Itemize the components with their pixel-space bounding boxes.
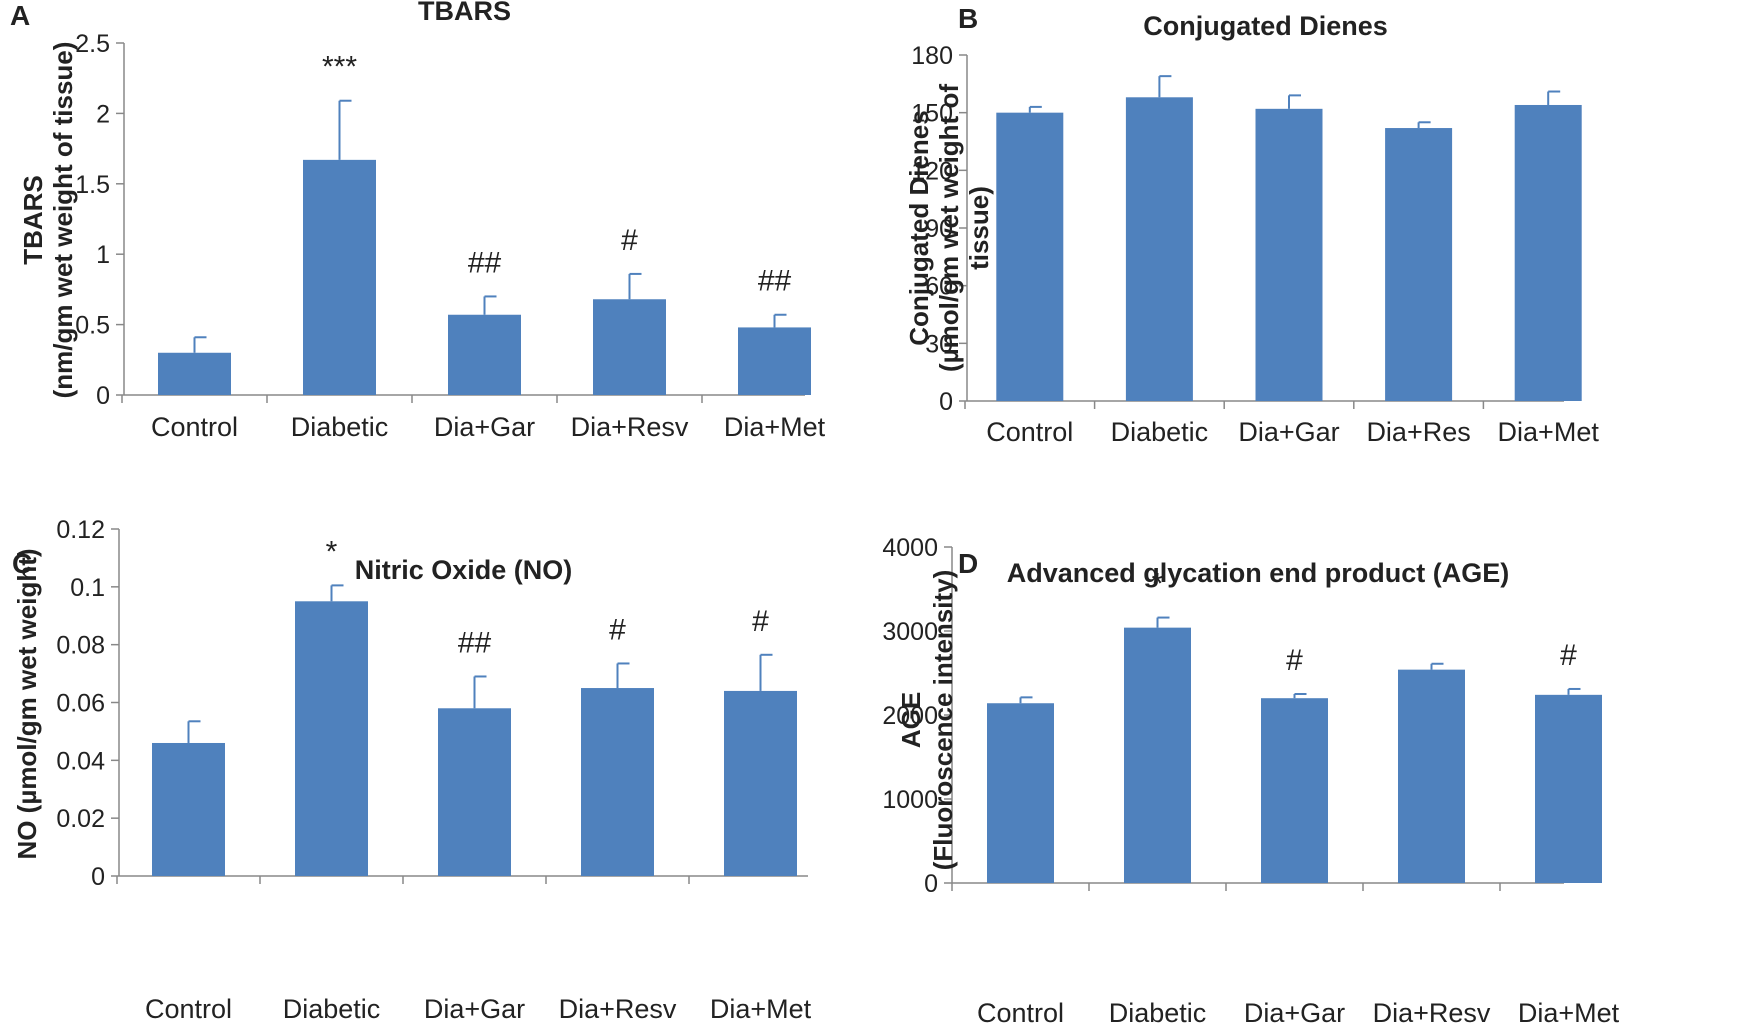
- y-tick-label: 0: [924, 870, 938, 898]
- significance-marker: *: [1152, 568, 1164, 601]
- panel-letter: C: [12, 548, 32, 579]
- y-tick-label: 2: [96, 100, 110, 128]
- bar-dia-met: [724, 690, 797, 876]
- bar-diabetic: [303, 159, 376, 395]
- panel-a: A TBARS 0 0.5 1 1.5 2 2.5 Control *** Diabetic ## Di…: [10, 0, 826, 442]
- category-label: Diabetic: [283, 994, 381, 1024]
- y-tick-label: 120: [911, 157, 953, 185]
- category-label: Diabetic: [291, 412, 389, 442]
- significance-marker: ##: [458, 626, 492, 659]
- y-tick-label: 2.5: [75, 30, 110, 58]
- bar-dia-gar: [1261, 698, 1328, 883]
- y-tick-label: 0.06: [56, 690, 105, 718]
- significance-marker: ##: [758, 265, 792, 298]
- category-label: Dia+Met: [710, 994, 812, 1024]
- y-tick-label: 60: [925, 273, 953, 301]
- bar-control: [158, 352, 231, 395]
- y-tick-label: 0.08: [56, 632, 105, 660]
- y-tick-label: 30: [925, 330, 953, 358]
- y-tick-label: 90: [925, 215, 953, 243]
- significance-marker: ##: [468, 246, 502, 279]
- category-label: Control: [145, 994, 232, 1024]
- y-tick-label: 1000: [882, 786, 938, 814]
- significance-marker: *: [326, 535, 338, 568]
- category-label: Dia+Resv: [571, 412, 689, 442]
- bar-dia-met: [738, 327, 811, 395]
- y-tick-label: 1.5: [75, 171, 110, 199]
- panel-d: D Advanced glycation end product (AGE) 0 10…: [882, 534, 1619, 1027]
- bar-dia-res: [1385, 128, 1453, 402]
- y-tick-label: 0: [91, 863, 105, 891]
- category-label: Dia+Gar: [1238, 417, 1339, 447]
- category-label: Dia+Gar: [434, 412, 535, 442]
- category-label: Control: [986, 417, 1073, 447]
- bar-dia-met: [1514, 104, 1582, 401]
- bar-control: [996, 112, 1064, 402]
- y-tick-label: 0.5: [75, 312, 110, 340]
- category-label: Control: [151, 412, 238, 442]
- bar-dia-resv: [593, 299, 666, 395]
- significance-marker: #: [1560, 639, 1577, 672]
- y-tick-label: 3000: [882, 618, 938, 646]
- y-tick-label: 180: [911, 42, 953, 70]
- y-tick-label: 0: [939, 388, 953, 416]
- y-tick-label: 0.02: [56, 805, 105, 833]
- y-axis-label: Conjugated Dienes: [904, 110, 934, 345]
- bar-dia-gar: [448, 314, 521, 395]
- category-label: Dia+Res: [1366, 417, 1470, 447]
- chart-title: Nitric Oxide (NO): [355, 555, 573, 585]
- y-tick-label: 0.1: [70, 574, 105, 602]
- y-tick-label: 0.12: [56, 516, 105, 544]
- bar-dia-gar: [438, 708, 511, 876]
- y-tick-label: 1: [96, 241, 110, 269]
- y-axis-label: (µmol/gm wet weight of: [934, 84, 964, 372]
- category-label: Dia+Resv: [1373, 998, 1491, 1027]
- bar-diabetic: [295, 601, 368, 876]
- significance-marker: #: [609, 613, 626, 646]
- category-label: Dia+Met: [1498, 417, 1600, 447]
- chart-title: TBARS: [418, 0, 511, 26]
- panel-b: B Conjugated Dienes 0 30 60 90 120 150 180 Contro…: [904, 3, 1599, 447]
- category-label: Dia+Met: [1518, 998, 1620, 1027]
- category-label: Dia+Met: [724, 412, 826, 442]
- panel-letter: B: [958, 3, 978, 34]
- panel-c: C Nitric Oxide (NO) 0 0.02 0.04 0.06 0.08 0.1 0.…: [12, 516, 812, 1024]
- significance-marker: #: [752, 605, 769, 638]
- bar-dia-gar: [1255, 108, 1323, 402]
- bar-dia-resv: [581, 688, 654, 876]
- chart-title: Advanced glycation end product (AGE): [1007, 558, 1510, 588]
- y-tick-label: 150: [911, 100, 953, 128]
- y-axis-label: (nm/gm wet weight of tissue): [48, 42, 78, 399]
- y-axis-label: tissue): [964, 186, 994, 270]
- y-tick-label: 0: [96, 382, 110, 410]
- bar-dia-met: [1535, 694, 1602, 883]
- bar-diabetic: [1125, 97, 1193, 402]
- y-axis-label: AGE: [896, 692, 926, 748]
- chart-title: Conjugated Dienes: [1143, 11, 1388, 41]
- category-label: Dia+Gar: [424, 994, 525, 1024]
- significance-marker: #: [621, 224, 638, 257]
- y-tick-label: 4000: [882, 534, 938, 562]
- significance-marker: ***: [322, 51, 357, 84]
- category-label: Control: [977, 998, 1064, 1027]
- y-axis-label: NO (µmol/gm wet weight): [12, 548, 42, 859]
- bar-diabetic: [1124, 627, 1191, 883]
- bar-control: [987, 703, 1054, 883]
- category-label: Diabetic: [1109, 998, 1207, 1027]
- bar-control: [152, 742, 225, 876]
- category-label: Diabetic: [1111, 417, 1209, 447]
- panel-letter: D: [958, 548, 978, 579]
- category-label: Dia+Resv: [559, 994, 677, 1024]
- significance-marker: #: [1286, 644, 1303, 677]
- y-axis-label: (Fluoroscence intensity): [928, 570, 958, 871]
- y-tick-label: 2000: [882, 702, 938, 730]
- y-tick-label: 0.04: [56, 747, 105, 775]
- panel-letter: A: [10, 0, 30, 31]
- category-label: Dia+Gar: [1244, 998, 1345, 1027]
- bar-dia-resv: [1398, 669, 1465, 883]
- y-axis-label: TBARS: [18, 175, 48, 265]
